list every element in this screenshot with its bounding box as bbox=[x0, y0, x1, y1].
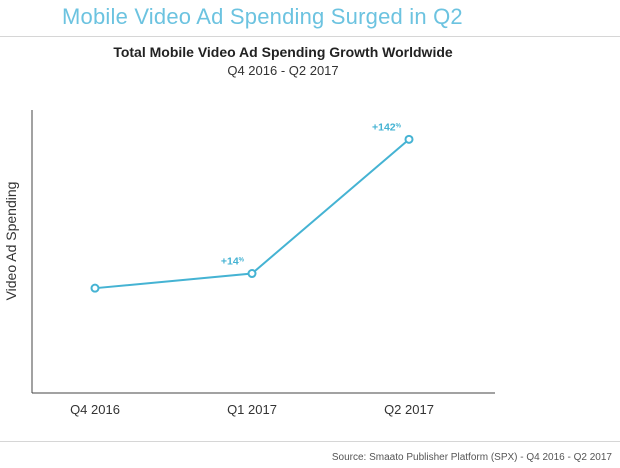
chart-marks: Q4 2016 Q1 2017 Q2 2017 +14% +142% bbox=[70, 121, 434, 417]
top-divider bbox=[0, 36, 620, 37]
y-axis-label: Video Ad Spending bbox=[3, 182, 19, 301]
x-tick-label: Q1 2017 bbox=[227, 402, 277, 417]
line-chart: Total Mobile Video Ad Spending Growth Wo… bbox=[3, 44, 495, 417]
data-point bbox=[247, 269, 257, 279]
data-point bbox=[90, 283, 100, 293]
series-line bbox=[94, 138, 410, 290]
x-tick-label: Q4 2016 bbox=[70, 402, 120, 417]
bottom-divider bbox=[0, 441, 620, 442]
data-label: +14% bbox=[221, 256, 245, 268]
chart-title: Total Mobile Video Ad Spending Growth Wo… bbox=[113, 44, 453, 60]
chart-subtitle: Q4 2016 - Q2 2017 bbox=[227, 63, 338, 78]
page-heading: Mobile Video Ad Spending Surged in Q2 bbox=[62, 4, 463, 29]
source-note: Source: Smaato Publisher Platform (SPX) … bbox=[331, 452, 612, 463]
data-label: +142% bbox=[372, 121, 402, 133]
x-tick-label: Q2 2017 bbox=[384, 402, 434, 417]
data-point bbox=[404, 134, 414, 144]
